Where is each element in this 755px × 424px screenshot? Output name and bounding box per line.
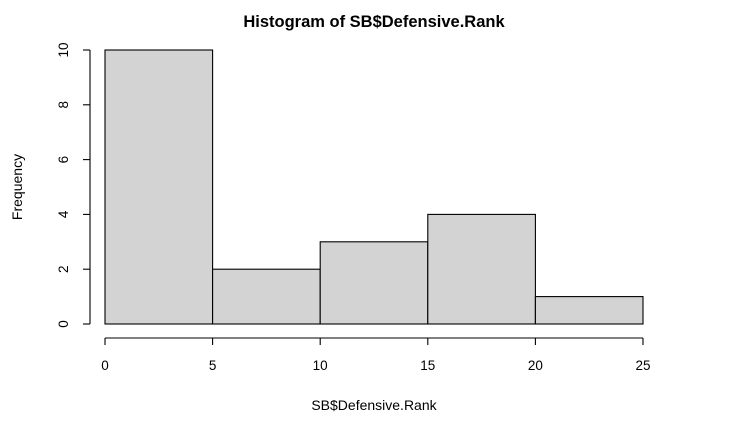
histogram-bar-4: [534, 296, 644, 325]
y-axis: 0 2 4 6 8 10: [56, 42, 91, 328]
bars: [104, 49, 644, 325]
y-tick-label-4: 8: [56, 101, 71, 109]
x-axis: 0 5 10 15 20 25: [101, 337, 651, 373]
x-tick-label-3: 15: [420, 358, 435, 373]
x-tick-label-2: 10: [313, 358, 328, 373]
y-tick-label-2: 4: [56, 210, 71, 218]
histogram-bar-1: [212, 268, 321, 325]
x-tick-label-1: 5: [209, 358, 217, 373]
x-tick-label-4: 20: [528, 358, 543, 373]
histogram-bar-2: [319, 241, 429, 325]
y-tick-label-0: 0: [56, 320, 71, 328]
x-tick-label-0: 0: [101, 358, 109, 373]
x-tick-label-5: 25: [635, 358, 650, 373]
y-tick-label-5: 10: [56, 42, 71, 57]
histogram-bar-3: [427, 213, 536, 325]
y-tick-label-1: 2: [56, 265, 71, 273]
histogram-bar-0: [104, 49, 214, 325]
y-tick-label-3: 6: [56, 156, 71, 164]
chart-title: Histogram of SB$Defensive.Rank: [243, 13, 505, 31]
x-axis-label: SB$Defensive.Rank: [311, 397, 437, 413]
y-axis-label: Frequency: [9, 154, 25, 220]
